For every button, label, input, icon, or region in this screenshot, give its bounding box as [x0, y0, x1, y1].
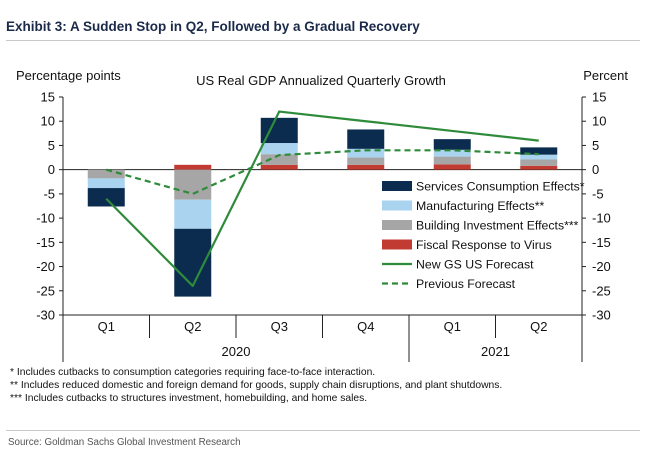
- bar-building-4: [347, 157, 385, 165]
- legend: Services Consumption Effects* Manufacturi…: [382, 180, 585, 291]
- bar-fiscal-6: [520, 165, 558, 170]
- bar-fiscal-2: [174, 164, 212, 170]
- bar-fiscal-4: [347, 164, 385, 170]
- bar-manufacturing-6: [520, 154, 558, 160]
- year-group-label: 2021: [481, 344, 510, 359]
- bar-manufacturing-1: [87, 178, 125, 189]
- line-new_forecast: [105, 110, 539, 288]
- y-tick-label-right: -30: [592, 308, 611, 323]
- x-tick-label: Q1: [444, 319, 461, 334]
- title-divider: [6, 40, 640, 41]
- legend-label-building: Building Investment Effects***: [416, 219, 579, 233]
- bar-services-1: [87, 188, 125, 207]
- y-tick-label-right: -20: [592, 259, 611, 274]
- x-tick-label: Q3: [271, 319, 288, 334]
- chart-title: US Real GDP Annualized Quarterly Growth: [196, 73, 446, 88]
- y-tick-label-right: 10: [592, 114, 606, 129]
- y-tick-label-right: -15: [592, 235, 611, 250]
- bar-services-4: [347, 129, 385, 149]
- legend-label-fiscal: Fiscal Response to Virus: [416, 238, 552, 252]
- legend-swatch-building: [382, 220, 412, 230]
- y-tick-label-left: -30: [36, 308, 55, 323]
- exhibit-title: Exhibit 3: A Sudden Stop in Q2, Followed…: [6, 19, 420, 34]
- legend-swatch-fiscal: [382, 239, 412, 250]
- bar-services-6: [520, 147, 558, 155]
- y-tick-label-left: -25: [36, 283, 55, 298]
- y-tick-label-left: -10: [36, 211, 55, 226]
- year-group-label: 2020: [222, 344, 251, 359]
- y-tick-label-left: 15: [41, 90, 55, 105]
- y-tick-label-left: -5: [43, 186, 55, 201]
- bar-building-2: [174, 169, 212, 200]
- bar-manufacturing-4: [347, 148, 385, 158]
- y-tick-label-right: -5: [592, 186, 604, 201]
- y-tick-label-left: 10: [41, 114, 55, 129]
- y-axis-left-label: Percentage points: [16, 68, 121, 83]
- bar-manufacturing-2: [174, 199, 212, 229]
- y-tick-label-right: 0: [592, 162, 599, 177]
- x-tick-label: Q2: [184, 319, 201, 334]
- legend-swatch-manufacturing: [382, 200, 412, 211]
- y-tick-label-right: -10: [592, 211, 611, 226]
- bar-fiscal-5: [433, 164, 471, 170]
- bar-building-6: [520, 159, 558, 166]
- y-tick-label-left: 0: [48, 162, 55, 177]
- source-text: Source: Goldman Sachs Global Investment …: [8, 437, 241, 448]
- plot-area: 15 15 10 10 5 5 0 0 -5 -5 -10 -10 -15 -15 -20 -20 -25 -25…: [36, 90, 611, 362]
- y-axis-right-label: Percent: [583, 68, 628, 83]
- legend-label-manufacturing: Manufacturing Effects**: [416, 199, 544, 213]
- y-tick-label-left: 5: [48, 138, 55, 153]
- bar-manufacturing-3: [260, 143, 298, 155]
- y-tick-label-left: -20: [36, 259, 55, 274]
- footnote-3: *** Includes cutbacks to structures inve…: [10, 393, 368, 404]
- x-tick-label: Q4: [357, 319, 374, 334]
- bar-building-5: [433, 156, 471, 165]
- y-tick-label-right: 15: [592, 90, 606, 105]
- footnote-2: ** Includes reduced domestic and foreign…: [10, 380, 503, 391]
- y-tick-label-right: -25: [592, 283, 611, 298]
- bar-fiscal-3: [260, 164, 298, 170]
- source-divider: [6, 430, 640, 431]
- line-previous_forecast: [105, 149, 539, 195]
- bar-building-3: [260, 154, 298, 165]
- legend-label-previous_forecast: Previous Forecast: [416, 277, 516, 291]
- legend-label-services: Services Consumption Effects*: [416, 180, 585, 194]
- footnotes: * Includes cutbacks to consumption categ…: [10, 366, 502, 405]
- legend-label-new_forecast: New GS US Forecast: [416, 258, 534, 272]
- bar-manufacturing-5: [433, 149, 471, 157]
- x-tick-label: Q2: [530, 319, 547, 334]
- footnote-1: * Includes cutbacks to consumption categ…: [10, 367, 376, 378]
- y-tick-label-left: -15: [36, 235, 55, 250]
- x-tick-label: Q1: [98, 319, 115, 334]
- bar-building-1: [87, 169, 125, 179]
- legend-swatch-services: [382, 181, 412, 191]
- y-tick-label-right: 5: [592, 138, 599, 153]
- bar-services-5: [433, 139, 471, 150]
